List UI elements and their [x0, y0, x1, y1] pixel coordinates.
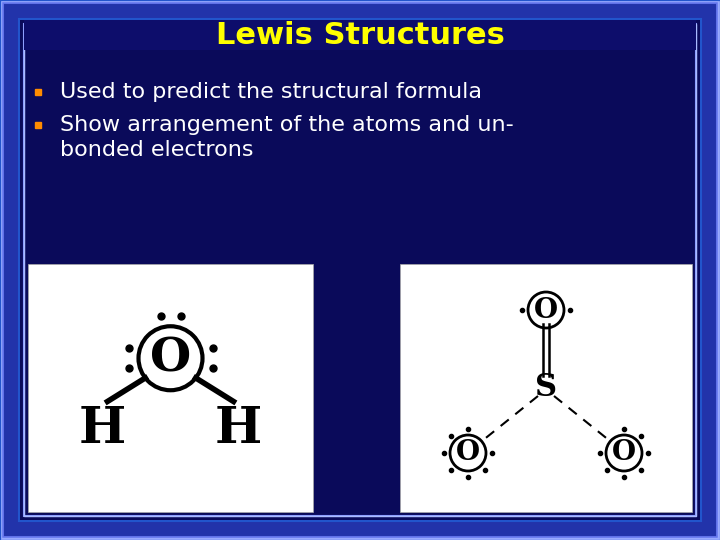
- Text: Lewis Structures: Lewis Structures: [215, 21, 505, 50]
- Bar: [24, 20, 696, 50]
- Text: O: O: [150, 335, 191, 381]
- Bar: [400, 264, 692, 512]
- Text: O: O: [612, 440, 636, 467]
- Text: H: H: [78, 405, 126, 454]
- Text: Used to predict the structural formula: Used to predict the structural formula: [60, 82, 482, 102]
- Text: Show arrangement of the atoms and un-: Show arrangement of the atoms and un-: [60, 115, 514, 135]
- Text: bonded electrons: bonded electrons: [60, 140, 253, 160]
- Bar: [28, 264, 313, 512]
- Text: H: H: [215, 405, 262, 454]
- Text: S: S: [535, 373, 557, 403]
- Text: O: O: [456, 440, 480, 467]
- Text: O: O: [534, 296, 558, 323]
